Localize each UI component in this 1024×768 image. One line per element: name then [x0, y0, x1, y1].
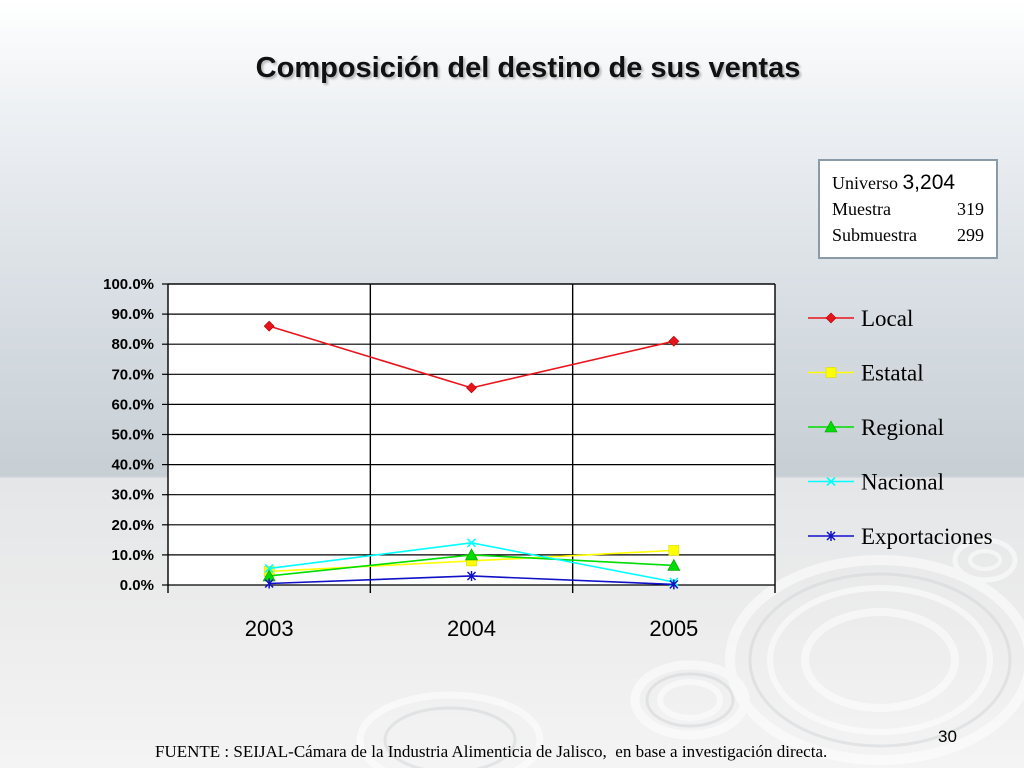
y-tick-label: 60.0% — [111, 396, 154, 413]
y-tick-label: 20.0% — [111, 517, 154, 534]
x-tick-label: 2003 — [245, 616, 294, 641]
legend-label: Exportaciones — [861, 524, 993, 549]
slide-title: Composición del destino de sus ventas — [255, 52, 801, 84]
y-tick-label: 50.0% — [111, 427, 154, 444]
legend-label: Nacional — [861, 470, 944, 495]
data-point-local — [466, 382, 477, 394]
muestra-row: Muestra 319 — [832, 196, 984, 222]
universo-label: Universo — [832, 173, 898, 193]
x-tick-label: 2004 — [447, 616, 496, 641]
marker-shape — [667, 558, 681, 571]
marker-shape — [668, 545, 680, 556]
y-tick-label: 10.0% — [111, 547, 154, 564]
page-number: 30 — [938, 727, 957, 746]
legend-item-exportaciones: Exportaciones — [808, 524, 993, 549]
legend-marker — [826, 476, 836, 487]
marker-shape — [826, 476, 836, 487]
y-tick-label: 40.0% — [111, 457, 154, 474]
marker-shape — [263, 320, 275, 332]
y-tick-label: 0.0% — [120, 577, 154, 594]
data-point-local — [668, 335, 680, 347]
data-point-estatal — [668, 545, 680, 556]
muestra-label: Muestra — [832, 199, 891, 219]
data-point-exportaciones — [466, 570, 477, 581]
marker-shape — [825, 312, 837, 324]
data-point-regional — [667, 558, 681, 571]
legend-marker — [826, 531, 836, 541]
marker-shape — [825, 367, 837, 378]
submuestra-value: 299 — [957, 225, 984, 245]
y-tick-label: 90.0% — [111, 306, 154, 323]
data-point-nacional — [466, 538, 477, 548]
y-tick-label: 100.0% — [103, 276, 154, 293]
data-point-exportaciones — [669, 579, 679, 590]
legend-item-estatal: Estatal — [808, 361, 924, 386]
y-tick-label: 30.0% — [111, 487, 154, 504]
legend-label: Regional — [861, 415, 944, 440]
submuestra-row: Submuestra 299 — [832, 222, 984, 248]
legend-marker — [824, 420, 838, 433]
marker-shape — [464, 548, 479, 561]
y-tick-label: 70.0% — [111, 366, 154, 383]
sample-info-box: Universo 3,204 Muestra 319 Submuestra 29… — [818, 159, 998, 259]
muestra-value: 319 — [957, 199, 984, 219]
legend-marker — [825, 312, 837, 324]
universo-value: 3,204 — [902, 171, 956, 194]
y-tick-label: 80.0% — [111, 336, 154, 353]
legend-item-nacional: Nacional — [808, 470, 944, 495]
marker-shape — [466, 538, 477, 548]
legend-label: Estatal — [861, 361, 924, 386]
data-point-exportaciones — [264, 578, 274, 589]
data-point-nacional — [264, 563, 274, 574]
marker-shape — [824, 420, 838, 433]
legend-item-regional: Regional — [808, 415, 944, 440]
marker-shape — [466, 382, 477, 394]
legend-item-local: Local — [808, 306, 913, 331]
submuestra-label: Submuestra — [832, 225, 917, 245]
x-tick-label: 2005 — [649, 616, 698, 641]
marker-shape — [264, 563, 274, 574]
universo-row: Universo 3,204 — [832, 170, 984, 196]
data-point-regional — [464, 548, 479, 561]
legend-marker — [825, 367, 837, 378]
marker-shape — [668, 335, 680, 347]
data-point-local — [263, 320, 275, 332]
source-footer: FUENTE : SEIJAL-Cámara de la Industria A… — [155, 742, 828, 761]
legend-label: Local — [861, 306, 913, 331]
